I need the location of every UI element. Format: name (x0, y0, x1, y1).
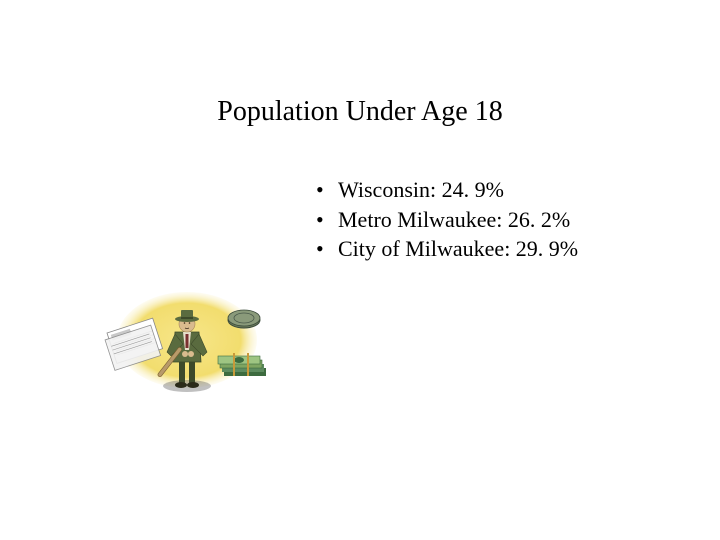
money-businessman-clipart (92, 278, 292, 398)
page-title: Population Under Age 18 (0, 96, 720, 128)
list-item: City of Milwaukee: 29. 9% (312, 234, 578, 264)
list-item: Metro Milwaukee: 26. 2% (312, 205, 578, 235)
list-item: Wisconsin: 24. 9% (312, 175, 578, 205)
bullet-list: Wisconsin: 24. 9% Metro Milwaukee: 26. 2… (312, 175, 578, 264)
